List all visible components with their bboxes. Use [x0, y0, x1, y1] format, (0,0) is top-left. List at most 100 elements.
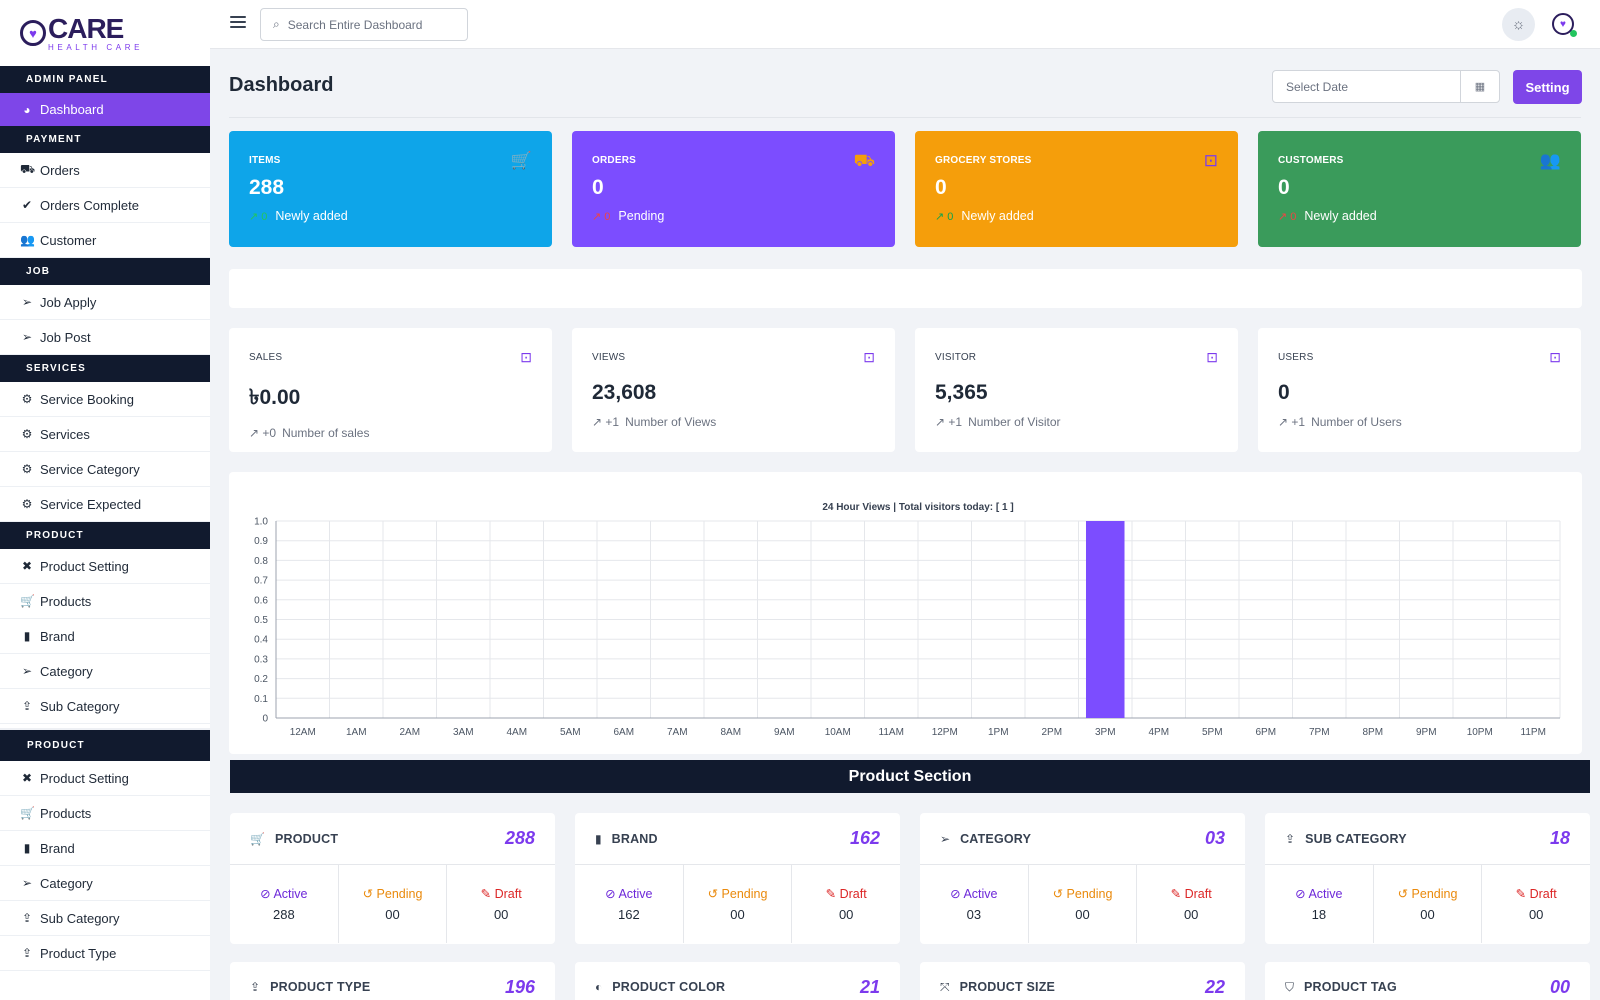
sidebar-item-category[interactable]: ➢ Category	[0, 654, 210, 689]
metric-note: Number of Views	[625, 415, 717, 429]
sidebar-item-label: Sub Category	[40, 910, 120, 926]
pending-label: ↺ Pending	[1052, 887, 1113, 901]
draft-stat[interactable]: ✎ Draft 00	[1137, 865, 1245, 943]
y-tick-label: 1.0	[254, 517, 268, 528]
stat-delta: 0	[1290, 210, 1297, 223]
product-card-count: 21	[859, 976, 880, 997]
sidebar-item-product-setting[interactable]: ✖ Product Setting	[0, 549, 210, 584]
sidebar-item-products[interactable]: 🛒 Products	[0, 584, 210, 619]
sidebar-item-job-post[interactable]: ➢ Job Post	[0, 320, 210, 355]
stat-note: Newly added	[1304, 209, 1377, 223]
bag-icon: ⊡	[1203, 151, 1218, 170]
sidebar-item-job-apply[interactable]: ➢ Job Apply	[0, 285, 210, 320]
stat-value: 288	[249, 176, 285, 199]
stat-delta: 0	[604, 210, 611, 223]
sidebar-item-brand-2[interactable]: ▮ Brand	[0, 831, 210, 866]
stat-card-grocery-stores[interactable]: GROCERY STORES 0 ↗ 0 Newly added ⊡	[915, 131, 1238, 247]
pending-stat[interactable]: ↺ Pending 00	[684, 865, 793, 943]
brand-card[interactable]: ▮ BRAND 162 ⊘ Active 162 ↺ Pending 00 ✎ Draf…	[575, 813, 900, 944]
category-card[interactable]: ➢ CATEGORY 03 ⊘ Active 03 ↺ Pending 00 ✎ Dra…	[920, 813, 1245, 944]
sidebar-section-payment: PAYMENT	[0, 126, 210, 153]
x-tick-label: 11AM	[879, 727, 904, 738]
theme-toggle-sun-icon[interactable]: ☼	[1502, 8, 1535, 41]
sidebar-item-category-2[interactable]: ➢ Category	[0, 866, 210, 901]
stat-card-orders[interactable]: ORDERS 0 ↗ 0 Pending ⛟	[572, 131, 895, 247]
product-card-count: 196	[504, 976, 535, 997]
send-icon: ➢	[21, 664, 33, 678]
active-stat[interactable]: ⊘ Active 162	[575, 865, 684, 943]
sidebar-item-service-expected[interactable]: ⚙ Service Expected	[0, 487, 210, 522]
stat-note: Pending	[618, 209, 665, 223]
pending-stat[interactable]: ↺ Pending 00	[339, 865, 448, 943]
stat-card-customers[interactable]: CUSTOMERS 0 ↗ 0 Newly added 👥	[1258, 131, 1581, 247]
stat-value: 0	[935, 176, 947, 199]
draft-stat[interactable]: ✎ Draft 00	[447, 865, 555, 943]
stat-note: Newly added	[961, 209, 1034, 223]
online-status-dot	[1570, 30, 1577, 37]
draft-label: ✎ Draft	[1515, 887, 1557, 901]
product-tag-card[interactable]: ⛉ PRODUCT TAG 00	[1265, 962, 1590, 1000]
profile-avatar-icon[interactable]: ♥	[1552, 13, 1577, 37]
sidebar-item-service-category[interactable]: ⚙ Service Category	[0, 452, 210, 487]
tags-icon: ⛉	[1285, 979, 1295, 994]
x-tick-label: 5AM	[560, 727, 581, 738]
sidebar-item-customer[interactable]: 👥 Customer	[0, 223, 210, 258]
sub-category-card[interactable]: ⇪ SUB CATEGORY 18 ⊘ Active 18 ↺ Pending 00 ✎…	[1265, 813, 1590, 944]
search-box[interactable]: ⌕	[260, 8, 468, 41]
active-stat[interactable]: ⊘ Active 288	[230, 865, 339, 943]
product-size-card[interactable]: ⤧ PRODUCT SIZE 22	[920, 962, 1245, 1000]
product-card[interactable]: 🛒 PRODUCT 288 ⊘ Active 288 ↺ Pending 00 ✎ Dr…	[230, 813, 555, 944]
y-tick-label: 0.3	[254, 654, 268, 665]
date-input[interactable]	[1273, 71, 1460, 102]
cart-icon: 🛒	[250, 831, 265, 846]
active-label-text: Active	[1308, 887, 1343, 901]
pending-stat[interactable]: ↺ Pending 00	[1374, 865, 1483, 943]
sidebar-item-brand[interactable]: ▮ Brand	[0, 619, 210, 654]
product-type-card[interactable]: ⇪ PRODUCT TYPE 196	[230, 962, 555, 1000]
trend-up-icon: ↗ +1	[592, 415, 620, 429]
views-chart-card: 24 Hour Views | Total visitors today: [ …	[229, 472, 1582, 754]
sidebar-item-services[interactable]: ⚙ Services	[0, 417, 210, 452]
brand-logo[interactable]: ♥ CARE HEALTH CARE	[0, 0, 210, 66]
sidebar-section-services: SERVICES	[0, 355, 210, 382]
sidebar-divider	[0, 724, 210, 730]
sidebar-item-label: Brand	[40, 628, 75, 644]
page-title: Dashboard	[229, 74, 334, 96]
half-circle-icon: ◐	[595, 980, 603, 994]
active-stat[interactable]: ⊘ Active 03	[920, 865, 1029, 943]
heart-logo-icon: ♥	[20, 20, 46, 46]
date-picker[interactable]: ▦	[1272, 70, 1500, 103]
sidebar-item-product-setting-2[interactable]: ✖ Product Setting	[0, 761, 210, 796]
draft-stat[interactable]: ✎ Draft 00	[792, 865, 900, 943]
product-color-card[interactable]: ◐ PRODUCT COLOR 21	[575, 962, 900, 1000]
sidebar-item-label: Job Post	[40, 329, 91, 345]
menu-toggle-icon[interactable]	[230, 16, 246, 31]
sidebar-item-label: Service Expected	[40, 496, 142, 512]
product-card-count: 22	[1204, 976, 1225, 997]
sidebar-item-service-booking[interactable]: ⚙ Service Booking	[0, 382, 210, 417]
x-tick-label: 3PM	[1095, 727, 1116, 738]
sidebar-item-label: Brand	[40, 840, 75, 856]
active-stat[interactable]: ⊘ Active 18	[1265, 865, 1374, 943]
sidebar-section-job: JOB	[0, 258, 210, 285]
stat-card-items[interactable]: ITEMS 288 ↗ 0 Newly added 🛒	[229, 131, 552, 247]
sidebar-item-orders-complete[interactable]: ✔ Orders Complete	[0, 188, 210, 223]
draft-label-text: Draft	[1184, 887, 1212, 901]
pending-label-text: Pending	[1411, 887, 1458, 901]
search-input[interactable]	[287, 17, 448, 32]
sidebar-item-product-type[interactable]: ⇪ Product Type	[0, 936, 210, 971]
sidebar-item-label: Product Setting	[40, 558, 129, 574]
sidebar-item-orders[interactable]: ⛟ Orders	[0, 153, 210, 188]
product-card-count: 00	[1549, 976, 1570, 997]
trend-up-icon: ↗ 0	[1278, 210, 1297, 223]
setting-button[interactable]: Setting	[1513, 70, 1582, 104]
metric-delta: +1	[1291, 415, 1306, 429]
x-tick-label: 12PM	[932, 727, 958, 738]
sidebar-item-sub-category-2[interactable]: ⇪ Sub Category	[0, 901, 210, 936]
pending-stat[interactable]: ↺ Pending 00	[1029, 865, 1138, 943]
sidebar-item-sub-category[interactable]: ⇪ Sub Category	[0, 689, 210, 724]
sidebar-item-products-2[interactable]: 🛒 Products	[0, 796, 210, 831]
draft-stat[interactable]: ✎ Draft 00	[1482, 865, 1590, 943]
sidebar-item-dashboard[interactable]: ◕ Dashboard	[0, 93, 210, 126]
calendar-icon[interactable]: ▦	[1460, 71, 1499, 102]
